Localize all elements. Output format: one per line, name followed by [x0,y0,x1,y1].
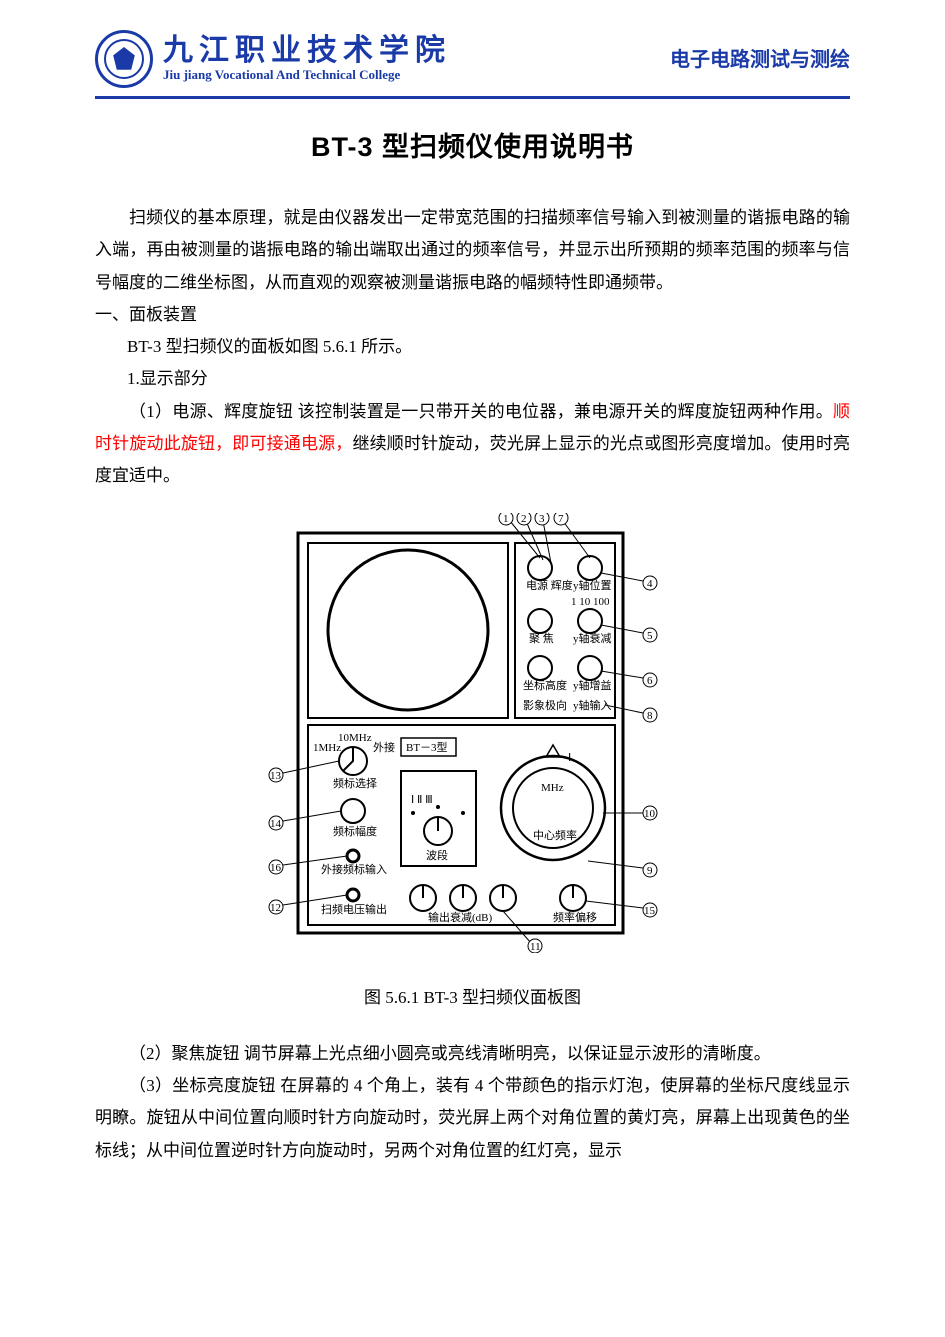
callout-14: 14 [270,818,282,830]
callout-15: 15 [644,905,656,917]
callout-2: 2 [521,513,527,525]
school-name-block: 九江职业技术学院 Jiu jiang Vocational And Techni… [163,35,451,83]
lbl-centerfreq: 中心频率 [533,828,577,842]
callout-7: 7 [558,513,564,525]
section-1-p3: （1）电源、辉度旋钮 该控制装置是一只带开关的电位器，兼电源开关的辉度旋钮两种作… [95,396,850,493]
lbl-yatten: y轴衰减 [573,631,612,645]
section-1-p5: （3）坐标亮度旋钮 在屏幕的 4 个角上，装有 4 个带颜色的指示灯泡，使屏幕的… [95,1070,850,1167]
section-1-p2: 1.显示部分 [127,363,850,395]
lbl-110100: 1 10 100 [571,596,610,608]
lbl-10mhz: 10MHz [338,732,372,744]
lbl-focus: 聚 焦 [529,632,554,645]
lbl-sweepout: 扫频电压输出 [321,902,387,916]
school-name-en: Jiu jiang Vocational And Technical Colle… [163,67,451,83]
callout-4: 4 [647,578,653,590]
intro-paragraph: 扫频仪的基本原理，就是由仪器发出一定带宽范围的扫描频率信号输入到被测量的谐振电路… [95,202,850,299]
section-1-heading: 一、面板装置 [95,299,850,331]
lbl-freqshift: 频率偏移 [553,910,597,924]
lbl-mhz: MHz [541,782,564,794]
callout-8: 8 [647,710,653,722]
lbl-ext: 外接 [373,741,395,754]
lbl-polarity: 影象极向 [523,698,567,712]
school-name-cn: 九江职业技术学院 [163,35,451,67]
figure-caption: 图 5.6.1 BT-3 型扫频仪面板图 [95,983,850,1008]
lbl-coord: 坐标高度 [523,678,567,692]
section-1-p1: BT-3 型扫频仪的面板如图 5.6.1 所示。 [127,331,850,363]
document-body-2: （2）聚焦旋钮 调节屏幕上光点细小圆亮或亮线清晰明亮，以保证显示波形的清晰度。 … [95,1038,850,1167]
document-title: BT-3 型扫频仪使用说明书 [95,125,850,164]
callout-16: 16 [270,862,282,874]
lbl-model: BT－3型 [406,740,448,754]
lbl-ygain: y轴增益 [573,678,612,692]
lbl-band: 波段 [426,848,448,862]
lbl-outatten: 输出衰减(dB) [428,910,492,924]
document-body: 扫频仪的基本原理，就是由仪器发出一定带宽范围的扫描频率信号输入到被测量的谐振电路… [95,202,850,493]
header-left: 九江职业技术学院 Jiu jiang Vocational And Techni… [95,30,451,88]
panel-diagram-icon: 电源 辉度 y轴位置 1 10 100 聚 焦 y轴衰减 坐标高度 y轴增益 影… [243,513,703,953]
lbl-1mhz: 1MHz [313,742,341,754]
callout-9: 9 [647,865,653,877]
lbl-power: 电源 辉度 [526,578,573,592]
callout-5: 5 [647,630,653,642]
lbl-freqamp: 频标幅度 [333,824,377,838]
callout-11: 11 [530,941,541,953]
callout-10: 10 [644,808,656,820]
school-logo-icon [95,30,153,88]
page-header: 九江职业技术学院 Jiu jiang Vocational And Techni… [95,30,850,99]
callout-13: 13 [270,770,282,782]
lbl-ypos: y轴位置 [573,578,612,592]
callout-3: 3 [539,513,545,525]
callout-1: 1 [503,513,509,525]
section-1-p4: （2）聚焦旋钮 调节屏幕上光点细小圆亮或亮线清晰明亮，以保证显示波形的清晰度。 [95,1038,850,1070]
course-name: 电子电路测试与测绘 [670,43,850,76]
figure-5-6-1: 电源 辉度 y轴位置 1 10 100 聚 焦 y轴衰减 坐标高度 y轴增益 影… [95,513,850,953]
lbl-dial-I: Ⅰ [568,752,571,764]
callout-6: 6 [647,675,653,687]
lbl-freqsel: 频标选择 [333,776,377,790]
lbl-band-marks: Ⅰ Ⅱ Ⅲ [411,794,433,806]
callout-12: 12 [270,902,281,914]
sec1-p3-a: （1）电源、辉度旋钮 该控制装置是一只带开关的电位器，兼电源开关的辉度旋钮两种作… [129,402,833,421]
lbl-extin: 外接频标输入 [321,862,387,876]
